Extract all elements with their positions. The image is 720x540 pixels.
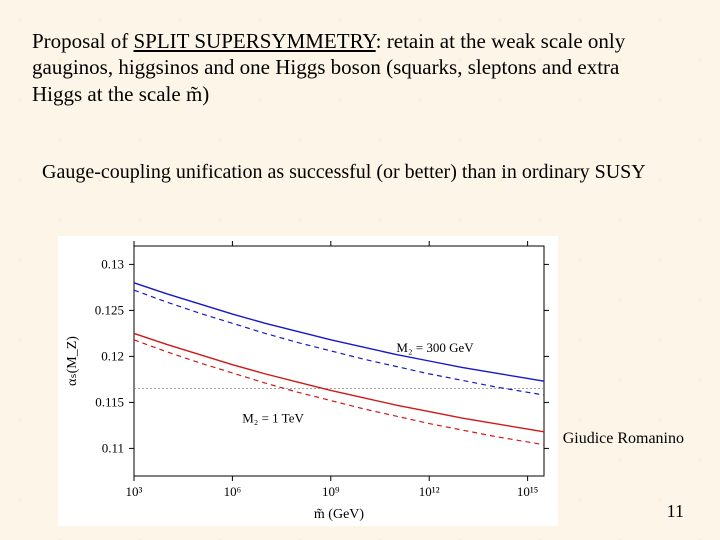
paragraph-2: Gauge-coupling unification as successful…	[42, 160, 662, 185]
svg-text:M₂ = 1 TeV: M₂ = 1 TeV	[242, 411, 304, 426]
svg-text:10³: 10³	[126, 484, 143, 499]
para1-underlined: SPLIT SUPERSYMMETRY	[134, 29, 376, 53]
svg-text:M₂ = 300 GeV: M₂ = 300 GeV	[396, 340, 474, 355]
svg-text:αₛ(M_Z): αₛ(M_Z)	[65, 336, 80, 386]
alpha-s-chart: 0.11 0.115 0.12 0.125 0.13 10³ 10⁶ 10⁹ 10¹² 10¹⁵ M…	[58, 236, 558, 526]
svg-text:0.11: 0.11	[102, 440, 124, 455]
svg-text:m̃ (GeV): m̃ (GeV)	[314, 507, 364, 522]
svg-text:0.12: 0.12	[101, 348, 124, 363]
svg-text:10¹²: 10¹²	[419, 484, 440, 499]
svg-text:0.115: 0.115	[95, 394, 124, 409]
svg-text:10¹⁵: 10¹⁵	[517, 484, 538, 499]
svg-text:10⁶: 10⁶	[224, 484, 242, 499]
svg-text:0.13: 0.13	[101, 256, 124, 271]
credit-text: Giudice Romanino	[563, 430, 684, 448]
chart-container: 0.11 0.115 0.12 0.125 0.13 10³ 10⁶ 10⁹ 10¹² 10¹⁵ M…	[58, 236, 558, 526]
page-number: 11	[667, 501, 684, 522]
para1-pre: Proposal of	[32, 29, 134, 53]
paragraph-1: Proposal of SPLIT SUPERSYMMETRY: retain …	[32, 28, 672, 107]
svg-text:0.125: 0.125	[95, 302, 124, 317]
svg-text:10⁹: 10⁹	[322, 484, 340, 499]
